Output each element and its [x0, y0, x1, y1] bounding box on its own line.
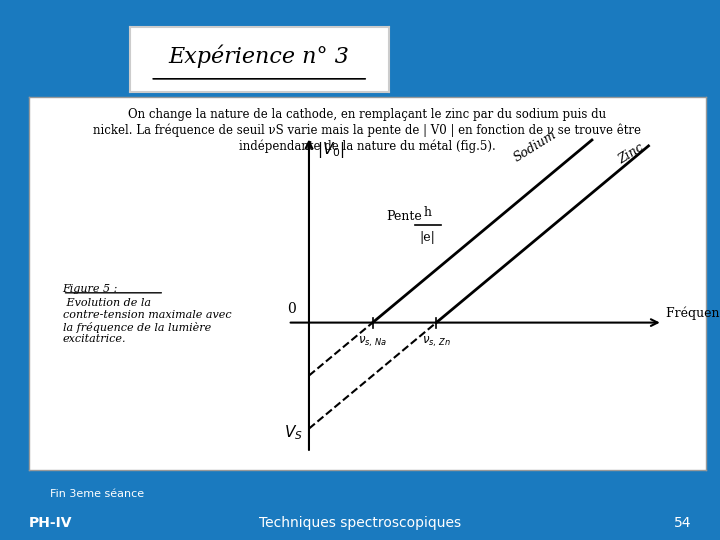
Text: Figure 5 :: Figure 5 : [63, 284, 118, 294]
Text: 0: 0 [287, 302, 296, 316]
Text: Techniques spectroscopiques: Techniques spectroscopiques [259, 516, 461, 530]
Text: $V_S$: $V_S$ [284, 423, 303, 442]
Text: Zinc: Zinc [616, 141, 646, 167]
Text: Pente: Pente [387, 210, 423, 224]
Text: |e|: |e| [420, 231, 436, 244]
Text: Sodium: Sodium [511, 127, 559, 164]
Text: Fréquence ν: Fréquence ν [666, 306, 720, 320]
Text: Fin 3eme séance: Fin 3eme séance [50, 489, 145, 498]
Text: Evolution de la
contre-tension maximale avec
la fréquence de la lumière
excitatr: Evolution de la contre-tension maximale … [63, 299, 231, 345]
Text: $\nu_{s,\,Na}$: $\nu_{s,\,Na}$ [358, 335, 387, 349]
Text: $\nu_{s,\,Zn}$: $\nu_{s,\,Zn}$ [422, 335, 451, 349]
Text: Expérience n° 3: Expérience n° 3 [168, 44, 350, 68]
Text: h: h [424, 206, 432, 219]
Text: 54: 54 [674, 516, 691, 530]
Text: $|V_0|$: $|V_0|$ [318, 140, 346, 160]
Text: On change la nature de la cathode, en remplaçant le zinc par du sodium puis du
n: On change la nature de la cathode, en re… [93, 109, 642, 153]
Text: PH-IV: PH-IV [29, 516, 72, 530]
